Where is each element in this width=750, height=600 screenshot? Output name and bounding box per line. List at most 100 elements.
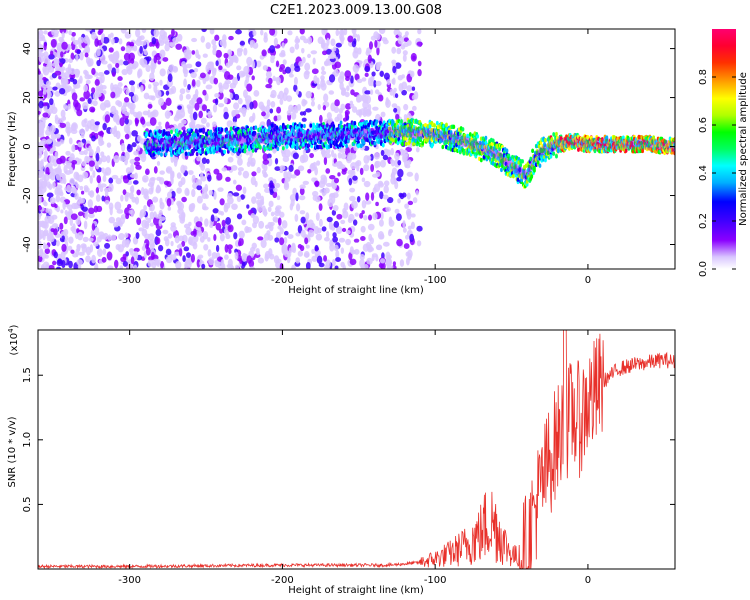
- heatmap-cell: [361, 95, 369, 104]
- heatmap-cell: [53, 228, 58, 236]
- heatmap-cell: [321, 66, 325, 72]
- heatmap-cell: [80, 190, 85, 195]
- heatmap-cell: [77, 174, 84, 183]
- heatmap-cell: [71, 122, 78, 131]
- heatmap-cell: [396, 140, 400, 146]
- heatmap-cell: [355, 109, 363, 116]
- heatmap-cell: [83, 36, 90, 44]
- heatmap-cell: [70, 52, 75, 61]
- heatmap-cell: [311, 255, 319, 262]
- heatmap-cell: [85, 79, 91, 85]
- heatmap-cell: [91, 87, 96, 94]
- heatmap-cell: [404, 141, 408, 147]
- heatmap-cell: [135, 29, 141, 38]
- heatmap-cell: [276, 106, 282, 114]
- heatmap-cell: [196, 185, 203, 191]
- heatmap-cell: [199, 216, 203, 223]
- heatmap-cell: [303, 123, 306, 129]
- heatmap-cell: [60, 75, 68, 85]
- heatmap-cell: [365, 192, 370, 201]
- heatmap-cell: [435, 120, 439, 126]
- heatmap-cell: [411, 105, 417, 111]
- heatmap-cell: [68, 67, 76, 75]
- heatmap-cell: [203, 243, 209, 251]
- heatmap-cell: [555, 154, 558, 159]
- heatmap-cell: [217, 210, 223, 215]
- heatmap-cell: [330, 149, 335, 158]
- heatmap-cell: [107, 63, 113, 72]
- heatmap-cell: [399, 259, 405, 267]
- heatmap-cell: [43, 30, 48, 35]
- heatmap-cell: [144, 222, 150, 227]
- heatmap-cell: [301, 117, 307, 122]
- heatmap-cell: [340, 219, 346, 225]
- heatmap-cell: [337, 75, 345, 84]
- heatmap-cell: [319, 114, 323, 124]
- heatmap-cell: [262, 153, 269, 162]
- heatmap-cell: [339, 120, 343, 125]
- heatmap-cell: [405, 234, 410, 240]
- heatmap-cell: [237, 240, 242, 247]
- heatmap-cell: [130, 209, 135, 218]
- heatmap-cell: [401, 89, 407, 96]
- heatmap-cell: [196, 259, 201, 268]
- heatmap-cell: [359, 167, 364, 176]
- heatmap-cell: [76, 109, 83, 117]
- heatmap-cell: [85, 246, 92, 256]
- heatmap-cell: [43, 42, 47, 51]
- heatmap-cell: [60, 109, 66, 118]
- heatmap-cell: [323, 156, 328, 166]
- heatmap-cell: [404, 203, 410, 209]
- heatmap-cell: [53, 58, 58, 64]
- heatmap-cell: [246, 102, 251, 111]
- heatmap-cell: [59, 222, 64, 230]
- heatmap-cell: [146, 56, 152, 62]
- heatmap-cell: [397, 168, 404, 178]
- heatmap-cell: [552, 151, 556, 156]
- heatmap-cell: [347, 152, 353, 162]
- heatmap-cell: [221, 167, 228, 172]
- heatmap-cell: [338, 237, 346, 243]
- heatmap-cell: [268, 200, 274, 208]
- heatmap-cell: [96, 92, 102, 98]
- heatmap-cell: [68, 137, 73, 145]
- heatmap-cell: [291, 264, 296, 269]
- heatmap-cell: [79, 97, 86, 102]
- heatmap-cell: [61, 31, 65, 39]
- heatmap-cell: [299, 154, 306, 164]
- heatmap-cell: [44, 215, 52, 224]
- heatmap-cell: [48, 235, 55, 243]
- heatmap-cell: [39, 169, 45, 177]
- heatmap-cell: [281, 220, 288, 229]
- heatmap-cell: [260, 104, 266, 112]
- heatmap-cell: [110, 105, 117, 115]
- heatmap-cell: [190, 202, 196, 210]
- heatmap-cell: [50, 38, 57, 48]
- heatmap-cell: [192, 241, 198, 250]
- heatmap-cell: [101, 195, 105, 202]
- heatmap-cell: [180, 176, 186, 186]
- heatmap-cell: [102, 248, 107, 256]
- heatmap-cell: [299, 210, 306, 215]
- heatmap-cell: [312, 57, 316, 65]
- heatmap-cell: [113, 115, 119, 121]
- heatmap-cell: [184, 262, 192, 269]
- heatmap-cell: [267, 77, 273, 85]
- heatmap-cell: [55, 133, 61, 139]
- heatmap-cell: [373, 141, 377, 146]
- heatmap-cell: [331, 259, 336, 267]
- heatmap-cell: [417, 68, 422, 77]
- heatmap-cell: [185, 50, 192, 60]
- heatmap-cell: [38, 261, 41, 269]
- heatmap-cell: [381, 142, 385, 148]
- heatmap-cell: [92, 100, 98, 107]
- heatmap-cell: [46, 181, 51, 189]
- heatmap-cell: [191, 50, 196, 55]
- heatmap-cell: [281, 243, 288, 252]
- heatmap-cell: [245, 226, 252, 233]
- heatmap-cell: [214, 34, 220, 41]
- heatmap-cell: [133, 251, 139, 257]
- heatmap-cell: [379, 70, 384, 77]
- heatmap-cell: [249, 150, 253, 158]
